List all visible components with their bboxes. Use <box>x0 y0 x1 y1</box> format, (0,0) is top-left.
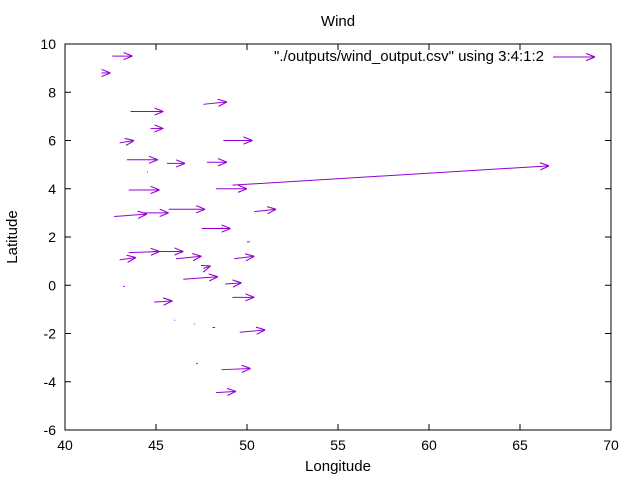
wind-vector <box>239 330 265 332</box>
wind-vector <box>232 166 549 186</box>
x-tick-label: 55 <box>330 437 346 453</box>
chart-title: Wind <box>321 13 355 30</box>
y-tick-label: -2 <box>44 326 57 342</box>
wind-vector <box>119 258 136 260</box>
wind-vector <box>254 209 276 211</box>
x-tick-label: 60 <box>421 437 437 453</box>
wind-vector <box>225 283 241 284</box>
y-tick-label: -6 <box>44 422 57 438</box>
x-tick-label: 70 <box>603 437 619 453</box>
y-tick-label: 10 <box>40 36 56 52</box>
wind-vector <box>154 301 172 302</box>
wind-vector <box>234 256 254 258</box>
wind-vector <box>203 266 210 268</box>
y-tick-label: 6 <box>48 133 56 149</box>
ticks-layer: 40 45 50 55 60 65 70 -6 -4 -2 0 2 4 6 8 10 <box>40 36 619 453</box>
wind-vector <box>175 256 201 258</box>
x-tick-label: 50 <box>239 437 255 453</box>
wind-vector <box>183 277 218 279</box>
y-tick-label: 8 <box>48 84 56 100</box>
vectors-layer <box>101 56 549 393</box>
x-axis-label: Longitude <box>305 458 371 475</box>
wind-vector <box>221 368 251 369</box>
plot-frame <box>64 43 612 431</box>
y-tick-label: 0 <box>48 277 56 293</box>
y-axis-label: Latitude <box>4 210 21 263</box>
wind-vector <box>216 391 236 392</box>
wind-vector <box>119 141 135 143</box>
y-tick-label: -4 <box>44 374 57 390</box>
wind-vector <box>114 214 147 216</box>
y-tick-label: 4 <box>48 181 56 197</box>
x-tick-label: 40 <box>57 437 73 453</box>
y-tick-label: 2 <box>48 229 56 245</box>
x-tick-label: 65 <box>512 437 528 453</box>
wind-vector <box>203 102 227 104</box>
x-tick-label: 45 <box>148 437 164 453</box>
legend-label: "./outputs/wind_output.csv" using 3:4:1:… <box>274 48 544 65</box>
